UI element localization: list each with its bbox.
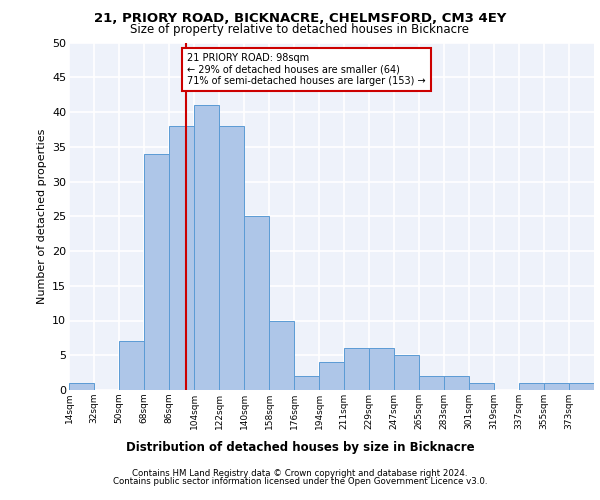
Bar	[419, 376, 444, 390]
Bar	[394, 355, 419, 390]
Bar	[69, 383, 94, 390]
Bar	[169, 126, 194, 390]
Bar	[519, 383, 544, 390]
Bar	[444, 376, 469, 390]
Text: 21, PRIORY ROAD, BICKNACRE, CHELMSFORD, CM3 4EY: 21, PRIORY ROAD, BICKNACRE, CHELMSFORD, …	[94, 12, 506, 26]
Bar	[369, 348, 394, 390]
Text: Size of property relative to detached houses in Bicknacre: Size of property relative to detached ho…	[131, 22, 470, 36]
Bar	[244, 216, 269, 390]
Bar	[319, 362, 344, 390]
Bar	[119, 342, 144, 390]
Bar	[219, 126, 244, 390]
Text: Contains HM Land Registry data © Crown copyright and database right 2024.: Contains HM Land Registry data © Crown c…	[132, 468, 468, 477]
Bar	[144, 154, 169, 390]
Text: Contains public sector information licensed under the Open Government Licence v3: Contains public sector information licen…	[113, 477, 487, 486]
Bar	[544, 383, 569, 390]
Bar	[269, 320, 294, 390]
Bar	[294, 376, 319, 390]
Bar	[344, 348, 369, 390]
Text: 21 PRIORY ROAD: 98sqm
← 29% of detached houses are smaller (64)
71% of semi-deta: 21 PRIORY ROAD: 98sqm ← 29% of detached …	[187, 53, 425, 86]
Y-axis label: Number of detached properties: Number of detached properties	[37, 128, 47, 304]
Text: Distribution of detached houses by size in Bicknacre: Distribution of detached houses by size …	[125, 441, 475, 454]
Bar	[194, 105, 219, 390]
Bar	[569, 383, 594, 390]
Bar	[469, 383, 494, 390]
